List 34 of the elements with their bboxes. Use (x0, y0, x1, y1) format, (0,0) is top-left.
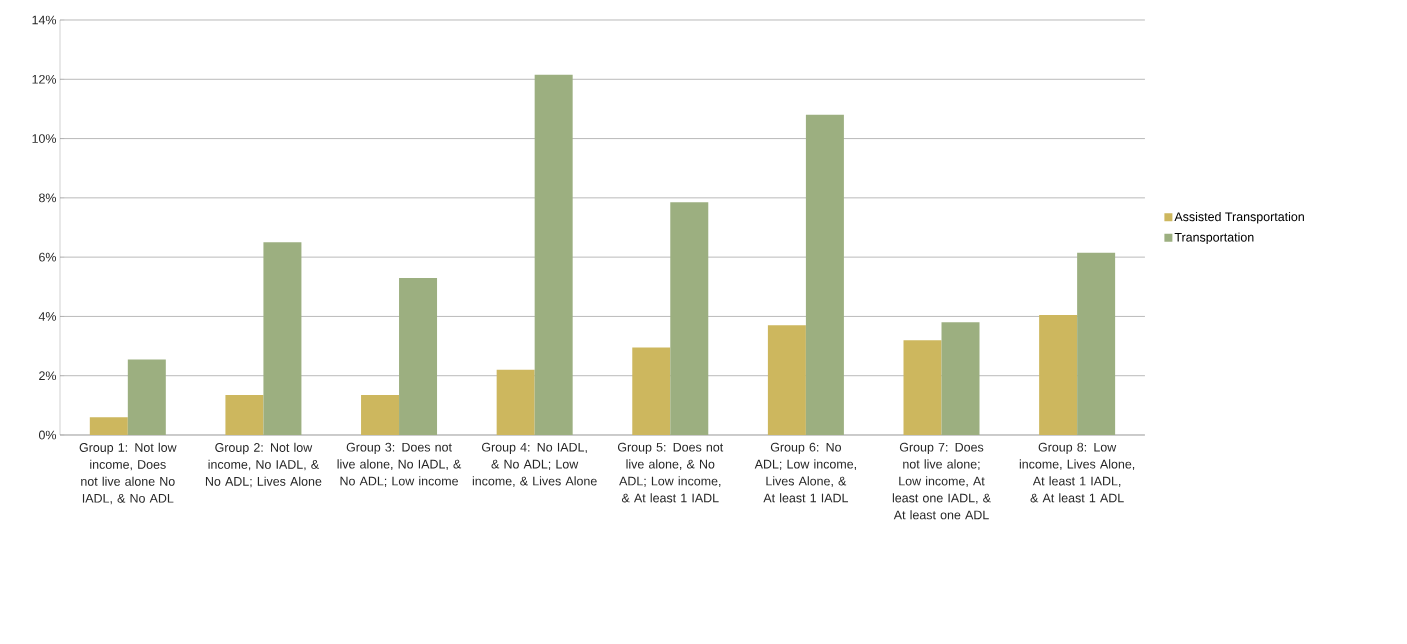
bar (941, 322, 980, 435)
y-tick-label: 8% (39, 193, 57, 203)
bar (127, 359, 166, 435)
legend-label: Transportation (1174, 232, 1254, 245)
bar (632, 347, 671, 435)
bar (263, 242, 302, 435)
x-tick-label: Group 1: Not low income, Does not live alone No IADL, & No ADL (79, 442, 177, 505)
x-tick-label: Group 6: No ADL; Low income, Lives Alone, & At least 1 IADL (754, 442, 856, 503)
legend-label: Assisted Transportation (1174, 211, 1304, 224)
bar (496, 369, 535, 435)
bar (670, 202, 709, 435)
bar (225, 394, 264, 435)
y-tick-label: 12% (32, 74, 57, 84)
x-tick-label: Group 4: No IADL, & No ADL; Low income, & Lives Alone (472, 442, 597, 487)
x-tick-label: Group 8: Low income, Lives Alone, At least 1 IADL, & At least 1 ADL (1019, 442, 1135, 503)
bar (903, 340, 942, 435)
bar (89, 417, 128, 435)
x-tick-label: Group 5: Does not live alone, & No ADL; Low income, & At least 1 IADL (617, 442, 724, 503)
y-tick-label: 2% (39, 371, 57, 381)
bar (1039, 314, 1078, 435)
bar (361, 394, 400, 435)
bar (767, 325, 806, 435)
x-tick-label: Group 3: Does not live alone, No IADL, & No ADL; Low income (337, 442, 462, 487)
y-tick-label: 0% (38, 430, 57, 440)
bar (805, 114, 844, 435)
y-tick-label: 10% (32, 134, 57, 143)
y-tick-label: 14% (32, 15, 57, 25)
x-tick-label: Group 2: Not low income, No IADL, & No ADL; Lives Alone (205, 442, 322, 488)
bar (399, 277, 438, 435)
bar (534, 74, 573, 435)
y-tick-label: 4% (38, 312, 57, 321)
y-tick-label: 6% (39, 252, 57, 262)
x-tick-label: Group 7: Does not live alone; Low income, At least one IADL, & At least one ADL (892, 442, 991, 520)
bar (1077, 252, 1116, 435)
